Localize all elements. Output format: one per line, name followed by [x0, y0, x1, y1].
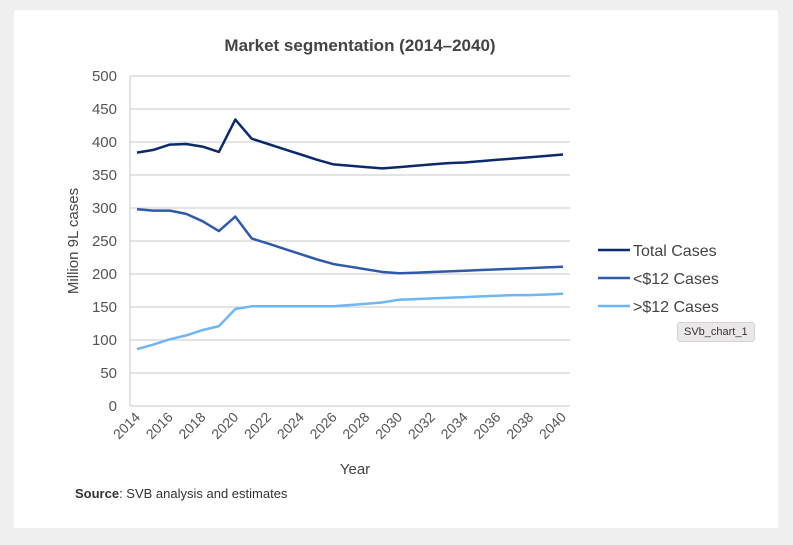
y-tick-label: 450 — [92, 101, 117, 118]
x-tick-label: 2028 — [339, 409, 372, 442]
series-line-3 — [136, 292, 564, 351]
x-tick-label: 2036 — [470, 409, 503, 442]
y-tick-label: 100 — [92, 332, 117, 349]
x-axis-label: Year — [340, 461, 370, 478]
series-line-2 — [136, 208, 564, 275]
y-tick-label: 50 — [100, 365, 117, 382]
y-tick-label: 400 — [92, 134, 117, 151]
line-chart: Market segmentation (2014–2040) 0 50 100 150… — [65, 36, 719, 478]
chart-card: Market segmentation (2014–2040) 0 50 100 150… — [14, 10, 778, 528]
x-tick-label: 2024 — [274, 409, 307, 442]
y-tick-label: 150 — [92, 299, 117, 316]
tooltip: SVb_chart_1 — [677, 322, 755, 342]
legend-label-2: <$12 Cases — [633, 271, 719, 288]
x-tick-label: 2040 — [536, 409, 569, 442]
legend-label-3: >$12 Cases — [633, 299, 719, 316]
y-tick-label: 200 — [92, 266, 117, 283]
source-text: : SVB analysis and estimates — [119, 486, 288, 501]
x-tick-label: 2032 — [405, 409, 438, 442]
source-label: Source — [75, 486, 120, 501]
chart-title: Market segmentation (2014–2040) — [224, 36, 495, 55]
source-note: Source: SVB analysis and estimates — [75, 486, 287, 501]
x-tick-label: 2034 — [437, 409, 470, 442]
y-tick-label: 500 — [92, 68, 117, 85]
y-tick-label: 350 — [92, 167, 117, 184]
x-tick-label: 2016 — [143, 409, 176, 442]
legend-label-1: Total Cases — [633, 243, 717, 260]
y-tick-label: 0 — [109, 398, 117, 415]
y-tick-label: 300 — [92, 200, 117, 217]
x-tick-label: 2026 — [306, 409, 339, 442]
y-axis-label: Million 9L cases — [65, 188, 82, 294]
y-tick-label: 250 — [92, 233, 117, 250]
x-tick-label: 2038 — [503, 409, 536, 442]
x-tick-label: 2018 — [175, 409, 208, 442]
x-tick-label: 2022 — [241, 409, 274, 442]
series-line-1 — [136, 118, 564, 170]
x-tick-label: 2030 — [372, 409, 405, 442]
x-tick-label: 2020 — [208, 409, 241, 442]
